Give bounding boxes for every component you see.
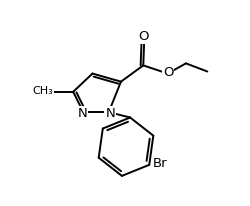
Text: N: N <box>105 107 115 120</box>
Text: CH₃: CH₃ <box>32 86 53 96</box>
Text: O: O <box>138 30 149 43</box>
Text: Br: Br <box>153 157 168 170</box>
Text: O: O <box>163 66 173 79</box>
Text: N: N <box>78 107 87 120</box>
